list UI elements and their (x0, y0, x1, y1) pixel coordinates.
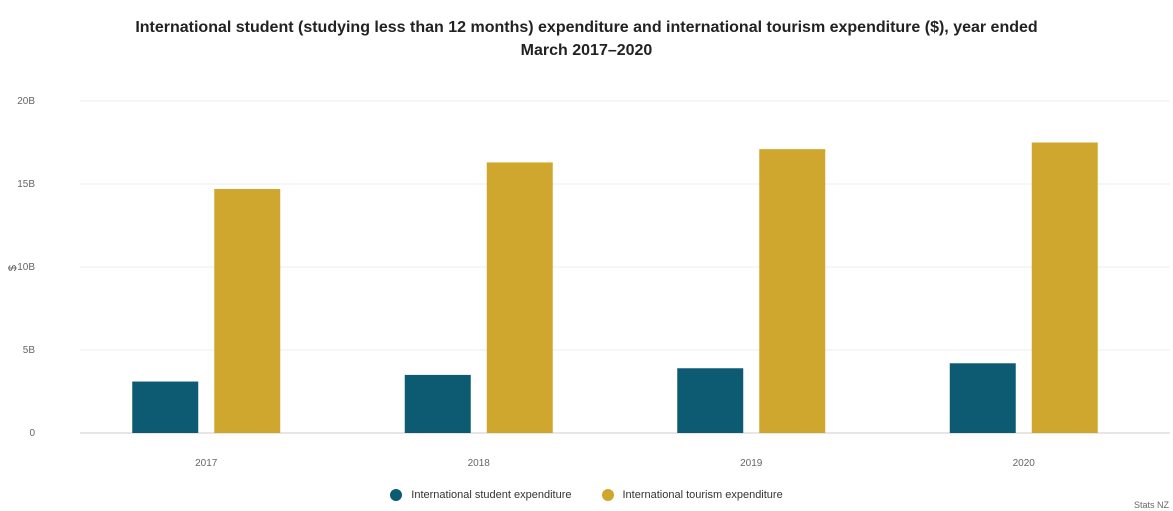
bar-tourism-2018[interactable] (486, 162, 553, 434)
legend-item-student[interactable]: International student expenditure (390, 489, 572, 501)
chart-title: International student (studying less tha… (0, 16, 1173, 62)
y-tick-label: 10B (17, 262, 35, 273)
bars (132, 142, 1098, 434)
x-tick-label: 2017 (195, 458, 218, 469)
legend-swatch-student (390, 489, 403, 501)
legend-item-tourism[interactable]: International tourism expenditure (601, 489, 783, 501)
bar-tourism-2020[interactable] (1031, 142, 1098, 434)
source-credit: Stats NZ (1133, 500, 1169, 510)
bar-student-2018[interactable] (404, 374, 471, 433)
x-tick-label: 2020 (1013, 458, 1036, 469)
x-axis-ticks: 2017 2018 2019 2020 (195, 458, 1035, 469)
y-tick-label: 20B (17, 96, 35, 107)
bar-student-2020[interactable] (949, 363, 1016, 433)
y-tick-label: 0 (29, 428, 35, 439)
y-tick-label: 5B (23, 345, 36, 356)
legend-label-student: International student expenditure (411, 489, 572, 501)
y-axis-ticks: 0 5B 10B 15B 20B (17, 96, 35, 439)
bar-student-2019[interactable] (677, 368, 744, 433)
legend-label-tourism: International tourism expenditure (622, 489, 783, 501)
chart-title-line-2: March 2017–2020 (520, 42, 653, 59)
legend: International student expenditure Intern… (0, 489, 1173, 501)
y-tick-label: 15B (17, 179, 35, 190)
y-axis-title: $ (7, 265, 19, 271)
x-tick-label: 2018 (468, 458, 491, 469)
chart-title-line-1: International student (studying less tha… (135, 19, 1038, 36)
bar-tourism-2017[interactable] (214, 188, 281, 433)
bar-tourism-2019[interactable] (759, 149, 826, 433)
bar-student-2017[interactable] (132, 381, 199, 433)
legend-swatch-tourism (601, 489, 614, 501)
x-tick-label: 2019 (740, 458, 763, 469)
